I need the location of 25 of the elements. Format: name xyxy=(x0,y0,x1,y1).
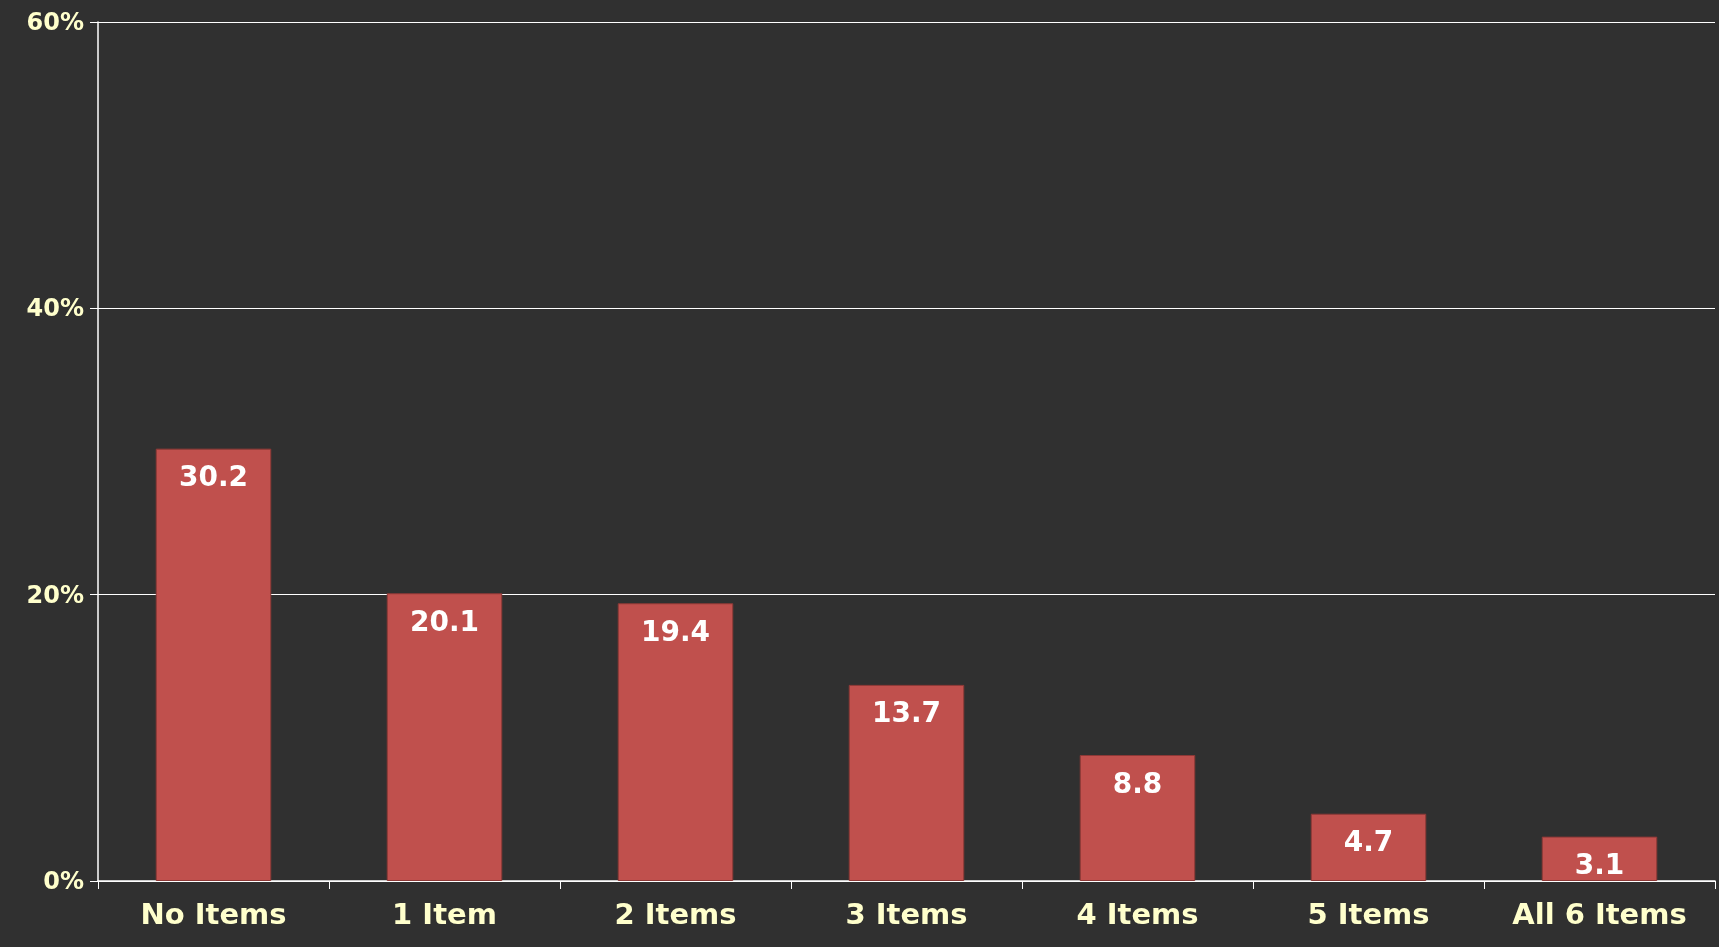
data-label: 13.7 xyxy=(871,696,942,730)
data-label: 30.2 xyxy=(178,460,249,494)
x-tick-label: 3 Items xyxy=(845,896,968,931)
x-tick-label: No Items xyxy=(140,896,287,931)
bar xyxy=(1310,813,1427,881)
y-tick-label: 0% xyxy=(43,867,84,895)
x-tick-label: 4 Items xyxy=(1076,896,1199,931)
x-tick-label: 2 Items xyxy=(614,896,737,931)
data-label: 19.4 xyxy=(640,614,711,648)
x-tick-label: All 6 Items xyxy=(1512,896,1687,931)
bar xyxy=(617,603,734,881)
bar xyxy=(386,593,503,881)
bar xyxy=(1541,836,1658,881)
x-tick-label: 5 Items xyxy=(1307,896,1430,931)
bar xyxy=(155,448,272,881)
y-tick-label: 20% xyxy=(26,580,84,609)
y-tick-label: 60% xyxy=(26,8,84,36)
data-label: 3.1 xyxy=(1574,848,1625,882)
x-tick-label: 1 Item xyxy=(392,896,497,931)
bar xyxy=(1079,755,1196,881)
bar xyxy=(848,684,965,881)
data-label: 20.1 xyxy=(409,604,480,638)
data-label: 4.7 xyxy=(1343,825,1394,859)
y-tick-label: 40% xyxy=(26,294,84,323)
data-label: 8.8 xyxy=(1112,766,1163,800)
